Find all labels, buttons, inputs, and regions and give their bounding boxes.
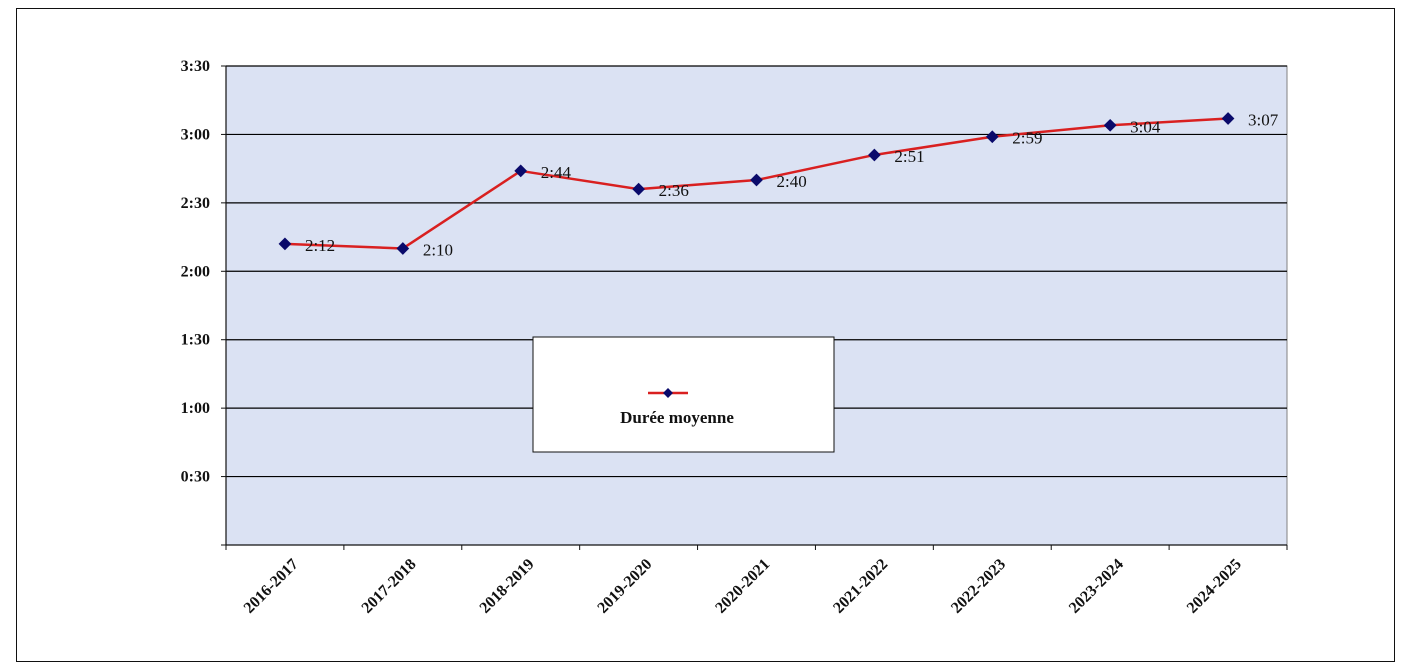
data-label: 2:44 bbox=[541, 163, 572, 182]
legend-box bbox=[532, 336, 835, 453]
data-label: 2:51 bbox=[894, 147, 924, 166]
data-label: 2:12 bbox=[305, 236, 335, 255]
x-tick-label: 2020-2021 bbox=[712, 556, 773, 617]
data-label: 3:04 bbox=[1130, 117, 1161, 136]
x-axis-ticks: 2016-2017 2017-2018 2018-2019 2019-2020 2020… bbox=[225, 545, 1288, 617]
x-tick-label: 2021-2022 bbox=[830, 556, 891, 617]
data-label: 3:07 bbox=[1248, 110, 1279, 129]
plot-area bbox=[225, 65, 1288, 546]
y-tick-label: 1:00 bbox=[181, 400, 210, 417]
y-tick-label: 2:00 bbox=[181, 263, 210, 280]
legend-marker-swatch bbox=[663, 388, 673, 398]
axes bbox=[221, 66, 1287, 546]
y-tick-label: 2:30 bbox=[181, 195, 210, 212]
y-axis-ticks: 0:30 1:00 1:30 2:00 2:30 3:00 3:30 bbox=[181, 58, 226, 486]
y-tick-label: 3:00 bbox=[181, 126, 210, 143]
y-tick-label: 1:30 bbox=[181, 332, 210, 349]
x-tick-label: 2024-2025 bbox=[1184, 556, 1245, 617]
x-tick-label: 2023-2024 bbox=[1066, 556, 1127, 617]
data-labels: 2:12 2:10 2:44 2:36 2:40 2:51 2:59 3:04 3:07 bbox=[305, 110, 1279, 259]
x-tick-label: 2018-2019 bbox=[477, 556, 538, 617]
gridlines bbox=[226, 65, 1287, 478]
data-label: 2:10 bbox=[423, 240, 453, 259]
x-tick-label: 2022-2023 bbox=[948, 556, 1009, 617]
x-tick-label: 2017-2018 bbox=[359, 556, 420, 617]
legend-label: Durée moyenne bbox=[620, 408, 734, 427]
x-tick-label: 2019-2020 bbox=[594, 556, 655, 617]
data-point-marker bbox=[396, 242, 410, 255]
data-label: 2:40 bbox=[777, 172, 807, 191]
x-tick-label: 2016-2017 bbox=[241, 556, 302, 617]
data-point-marker bbox=[278, 237, 292, 251]
y-tick-label: 3:30 bbox=[181, 58, 210, 75]
data-label: 2:59 bbox=[1012, 129, 1042, 148]
y-tick-label: 0:30 bbox=[181, 469, 210, 486]
data-label: 2:36 bbox=[659, 181, 689, 200]
legend: Durée moyenne bbox=[532, 336, 835, 453]
